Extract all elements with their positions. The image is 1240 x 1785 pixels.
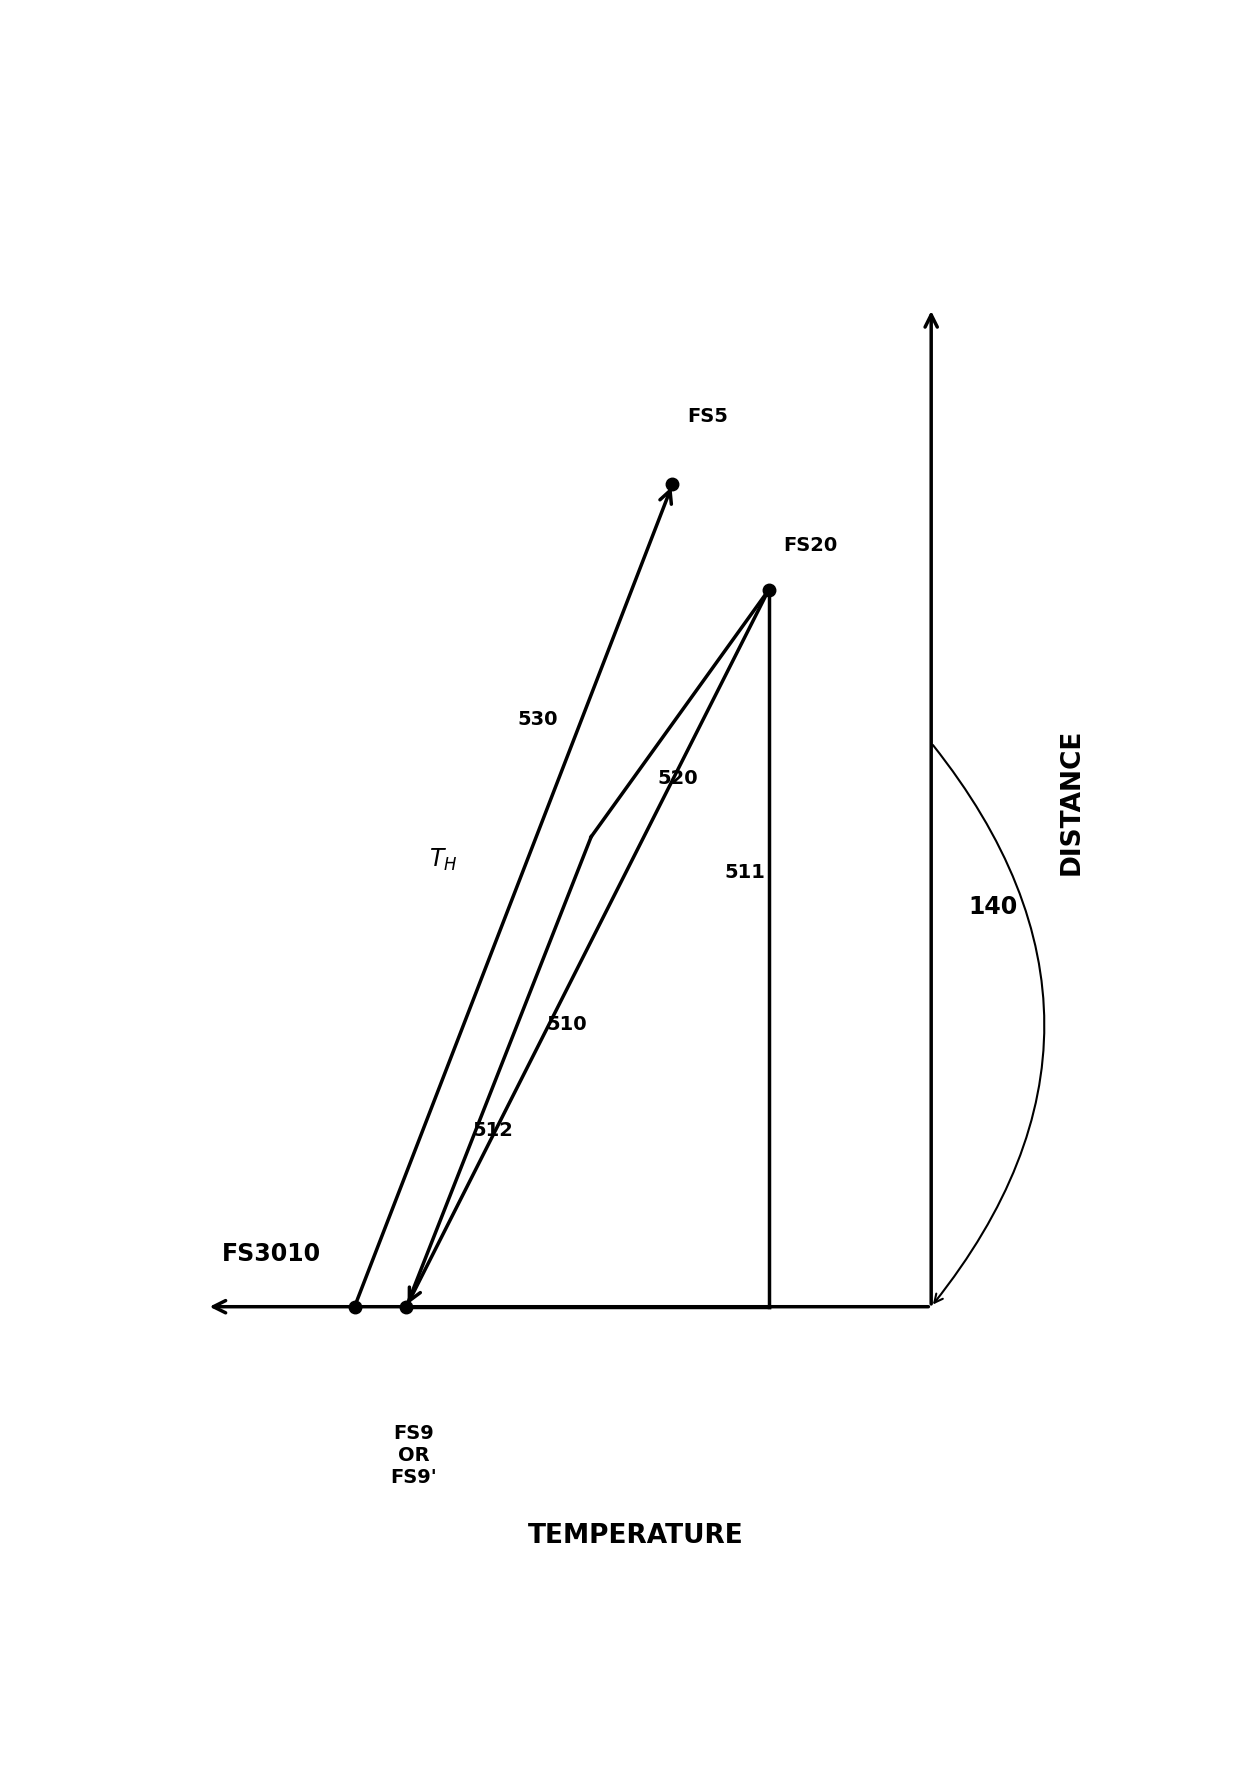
Text: DISTANCE: DISTANCE [1059, 728, 1085, 875]
Text: 511: 511 [724, 862, 765, 882]
Text: FS5: FS5 [687, 407, 728, 425]
Text: FS3010: FS3010 [222, 1242, 321, 1266]
Text: $T_H$: $T_H$ [429, 848, 456, 873]
Text: FS9
OR
FS9': FS9 OR FS9' [391, 1424, 438, 1487]
Text: 140: 140 [968, 896, 1017, 919]
Text: 520: 520 [657, 769, 698, 787]
Text: FS20: FS20 [784, 536, 837, 555]
Text: 512: 512 [472, 1121, 513, 1141]
Text: 510: 510 [547, 1016, 588, 1034]
Text: 530: 530 [517, 710, 558, 728]
Text: TEMPERATURE: TEMPERATURE [528, 1523, 743, 1549]
